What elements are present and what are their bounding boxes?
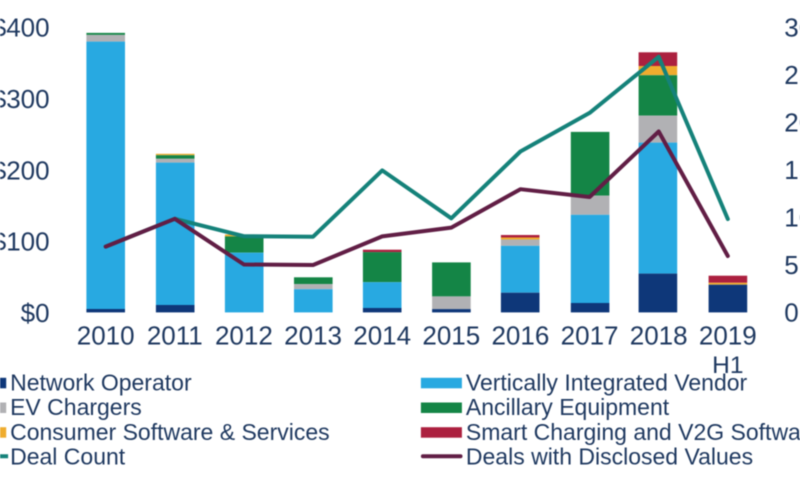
svg-text:Network Operator: Network Operator — [10, 369, 192, 395]
svg-text:$100: $100 — [0, 227, 50, 257]
svg-text:15: 15 — [784, 155, 800, 185]
svg-text:2010: 2010 — [77, 320, 135, 350]
svg-text:2018: 2018 — [630, 320, 688, 350]
svg-text:2016: 2016 — [491, 320, 549, 350]
svg-text:2012: 2012 — [215, 320, 273, 350]
svg-text:2019: 2019 — [699, 320, 757, 350]
svg-text:10: 10 — [784, 203, 800, 233]
svg-text:Deal Count: Deal Count — [10, 444, 126, 470]
svg-text:Vertically Integrated Vendor: Vertically Integrated Vendor — [466, 369, 748, 395]
svg-text:2015: 2015 — [422, 320, 480, 350]
svg-text:H1: H1 — [712, 352, 743, 379]
svg-text:2013: 2013 — [284, 320, 342, 350]
svg-text:20: 20 — [784, 108, 800, 138]
svg-text:$400: $400 — [0, 13, 50, 43]
svg-text:$0: $0 — [21, 298, 50, 328]
svg-text:25: 25 — [784, 60, 800, 90]
svg-text:2017: 2017 — [561, 320, 619, 350]
svg-text:2011: 2011 — [147, 320, 203, 350]
svg-text:Smart Charging and V2G Softwar: Smart Charging and V2G Software — [466, 419, 800, 445]
svg-text:5: 5 — [784, 250, 798, 280]
svg-text:30: 30 — [784, 13, 800, 43]
svg-text:$200: $200 — [0, 155, 50, 185]
svg-text:2014: 2014 — [353, 320, 411, 350]
svg-text:$300: $300 — [0, 84, 50, 114]
svg-text:Consumer Software & Services: Consumer Software & Services — [10, 419, 330, 445]
svg-text:EV Chargers: EV Chargers — [10, 394, 142, 420]
svg-text:Ancillary Equipment: Ancillary Equipment — [466, 394, 670, 420]
svg-text:Deals with Disclosed Values: Deals with Disclosed Values — [466, 444, 753, 470]
svg-text:0: 0 — [784, 298, 798, 328]
